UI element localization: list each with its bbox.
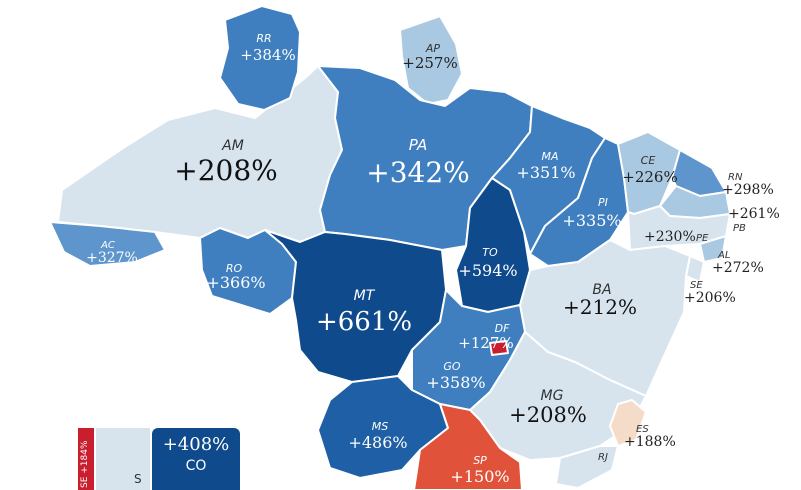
label-value-ba: +212% bbox=[563, 295, 637, 319]
legend-dark-value: +408% bbox=[162, 434, 230, 455]
state-shape-rj[interactable] bbox=[555, 445, 619, 489]
label-value-sp: +150% bbox=[450, 467, 509, 486]
label-abbr-es: ES bbox=[636, 424, 649, 435]
label-value-pa: +342% bbox=[366, 156, 470, 189]
state-shape-ms[interactable] bbox=[317, 375, 449, 479]
label-abbr-to: TO bbox=[482, 246, 498, 259]
label-value-ac: +327% bbox=[86, 250, 138, 266]
state-shape-ac[interactable] bbox=[49, 221, 166, 267]
labels: AM +208% RR +384% AP +257% PA +342% AC +… bbox=[86, 32, 780, 486]
label-abbr-ac: AC bbox=[100, 240, 115, 251]
state-shape-rr[interactable] bbox=[219, 5, 301, 111]
legend-light-box: S bbox=[96, 428, 150, 490]
label-value-rr: +384% bbox=[240, 46, 295, 64]
state-shape-ap[interactable] bbox=[399, 15, 463, 105]
label-abbr-go: GO bbox=[443, 360, 461, 373]
label-value-ce: +226% bbox=[622, 168, 677, 186]
label-value-se: +206% bbox=[684, 290, 736, 306]
label-value-am: +208% bbox=[174, 154, 278, 187]
label-abbr-pa: PA bbox=[409, 136, 428, 154]
label-value-df: +127% bbox=[458, 334, 513, 352]
label-abbr-pi: PI bbox=[598, 196, 608, 209]
label-abbr-ms: MS bbox=[372, 420, 388, 433]
label-abbr-al: AL bbox=[717, 250, 730, 261]
label-value-mt: +661% bbox=[316, 307, 412, 337]
label-value-pi: +335% bbox=[562, 211, 621, 230]
legend-red-box: SE +184% bbox=[78, 428, 94, 490]
label-value-al: +272% bbox=[712, 260, 764, 276]
legend-light-label: S bbox=[134, 472, 142, 486]
state-shape-es[interactable] bbox=[609, 399, 647, 447]
label-abbr-rj: RJ bbox=[598, 452, 608, 463]
label-abbr-ro: RO bbox=[226, 262, 243, 275]
label-value-es: +188% bbox=[624, 434, 676, 450]
label-abbr-ba: BA bbox=[592, 282, 611, 298]
label-value-pb: +261% bbox=[728, 206, 780, 222]
label-abbr-mt: MT bbox=[354, 288, 376, 304]
legend-dark-label: CO bbox=[185, 458, 207, 474]
label-value-mg: +208% bbox=[509, 403, 587, 427]
label-value-ms: +486% bbox=[348, 433, 407, 452]
label-abbr-rn: RN bbox=[728, 172, 743, 183]
label-value-pe: +230% bbox=[644, 229, 696, 245]
legend: SE +184% S +408% CO bbox=[78, 428, 240, 490]
label-abbr-ce: CE bbox=[641, 154, 656, 167]
label-value-ap: +257% bbox=[402, 54, 457, 72]
state-shape-sp[interactable] bbox=[413, 403, 523, 490]
label-abbr-pb: PB bbox=[733, 223, 746, 234]
label-abbr-pe: PE bbox=[696, 233, 709, 244]
state-shape-al[interactable] bbox=[699, 235, 727, 263]
label-abbr-df: DF bbox=[495, 322, 510, 335]
label-abbr-am: AM bbox=[221, 138, 244, 154]
label-abbr-se: SE bbox=[690, 280, 703, 291]
label-value-rn: +298% bbox=[722, 182, 774, 198]
label-abbr-ma: MA bbox=[541, 150, 558, 163]
state-shape-df[interactable] bbox=[489, 340, 509, 356]
label-value-ma: +351% bbox=[516, 163, 575, 182]
legend-red-label: SE +184% bbox=[80, 440, 90, 488]
label-abbr-mg: MG bbox=[541, 388, 564, 404]
label-value-ro: +366% bbox=[206, 273, 265, 292]
state-shape-mt[interactable] bbox=[264, 229, 447, 383]
label-abbr-rr: RR bbox=[256, 32, 271, 45]
label-value-go: +358% bbox=[426, 373, 485, 392]
label-abbr-ap: AP bbox=[425, 42, 441, 55]
legend-dark-box: +408% CO bbox=[152, 428, 240, 490]
label-abbr-sp: SP bbox=[473, 454, 487, 467]
label-value-to: +594% bbox=[458, 261, 517, 280]
